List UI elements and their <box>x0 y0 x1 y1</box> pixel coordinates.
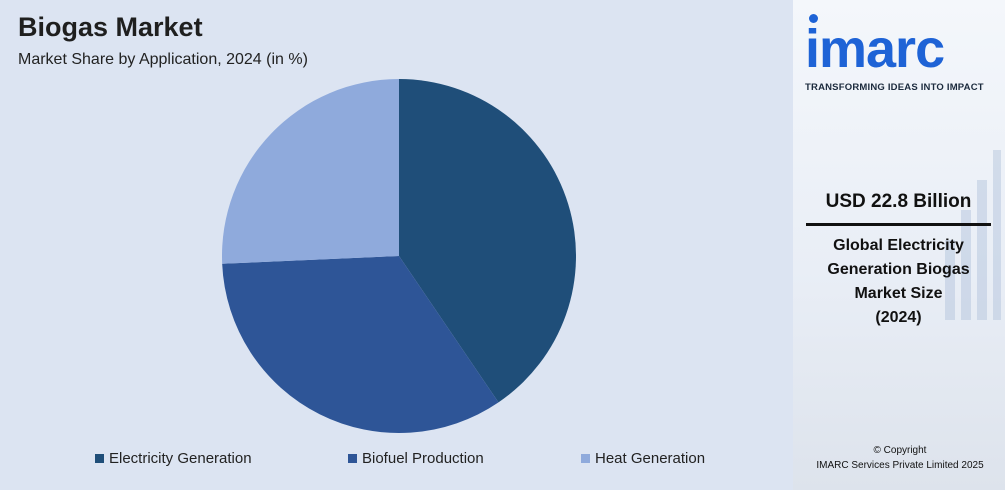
copyright-line: IMARC Services Private Limited 2025 <box>816 460 984 471</box>
pie-slice-heat-generation <box>222 79 399 264</box>
legend-swatch <box>348 454 357 463</box>
market-label-line: Market Size <box>854 285 943 302</box>
pie-slice-electricity-generation <box>399 79 576 403</box>
legend-item: Heat Generation <box>581 450 705 467</box>
market-label-line: Global Electricity <box>833 237 964 254</box>
market-label-line: (2024) <box>875 309 922 326</box>
copyright-line: © Copyright <box>873 445 927 456</box>
market-value: USD 22.8 Billion <box>825 191 972 212</box>
logo-tagline: TRANSFORMING IDEAS INTO IMPACT <box>805 82 984 93</box>
legend-swatch <box>581 454 590 463</box>
legend-item: Biofuel Production <box>348 450 484 467</box>
chart-panel: Biogas Market Market Share by Applicatio… <box>0 0 793 490</box>
market-label-line: Generation Biogas <box>827 261 970 278</box>
logo-dot-icon <box>809 14 818 23</box>
chart-legend: Electricity Generation Biofuel Production… <box>0 450 793 470</box>
legend-label: Electricity Generation <box>109 450 252 467</box>
decorative-bars-graphic <box>945 150 1001 320</box>
pie-slice-biofuel-production <box>222 256 499 433</box>
pie-chart <box>222 79 576 433</box>
chart-title: Biogas Market <box>18 12 203 42</box>
market-label: Global Electricity Generation Biogas Mar… <box>806 234 991 330</box>
divider-rule <box>806 223 991 226</box>
side-panel: imarc TRANSFORMING IDEAS INTO IMPACT <box>793 0 1005 490</box>
copyright: © Copyright IMARC Services Private Limit… <box>800 443 1000 473</box>
imarc-logo: imarc <box>805 14 1000 79</box>
legend-item: Electricity Generation <box>95 450 252 467</box>
logo-text: imarc <box>805 19 945 79</box>
chart-subtitle: Market Share by Application, 2024 (in %) <box>18 51 308 68</box>
legend-swatch <box>95 454 104 463</box>
legend-label: Biofuel Production <box>362 450 484 467</box>
legend-label: Heat Generation <box>595 450 706 467</box>
